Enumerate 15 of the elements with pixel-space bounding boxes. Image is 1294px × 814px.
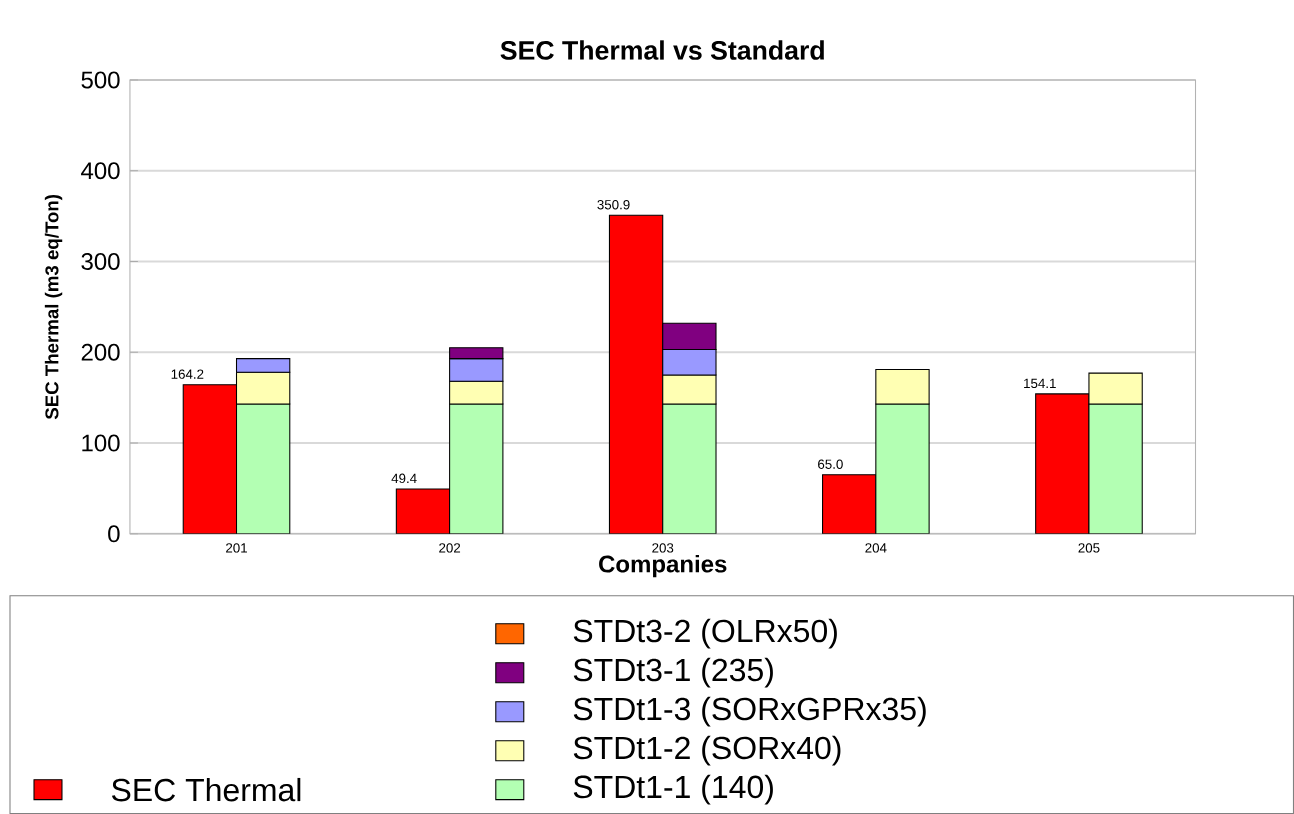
legend-label: STDt3-2 (OLRx50) — [573, 618, 837, 649]
chart-title: SEC Thermal vs Standard — [500, 40, 824, 60]
y-axis-title: SEC Thermal (m3 eq/Ton) — [44, 194, 63, 420]
legend-label: STDt1-1 (140) — [573, 774, 773, 805]
legend-label: SEC Thermal — [111, 777, 301, 802]
y-tick-label: 500 — [81, 71, 120, 89]
y-tick-label: 100 — [82, 434, 120, 452]
y-tick-label: 0 — [108, 525, 120, 543]
legend-label: STDt3-1 (235) — [573, 657, 773, 688]
y-tick-label: 200 — [81, 343, 120, 361]
legend-label: STDt1-3 (SORxGPRx35) — [573, 696, 926, 727]
y-tick-label: 400 — [81, 162, 120, 180]
x-axis-title: Companies — [599, 554, 727, 578]
y-tick-label: 300 — [81, 252, 120, 270]
legend-label: STDt1-2 (SORx40) — [573, 735, 841, 766]
